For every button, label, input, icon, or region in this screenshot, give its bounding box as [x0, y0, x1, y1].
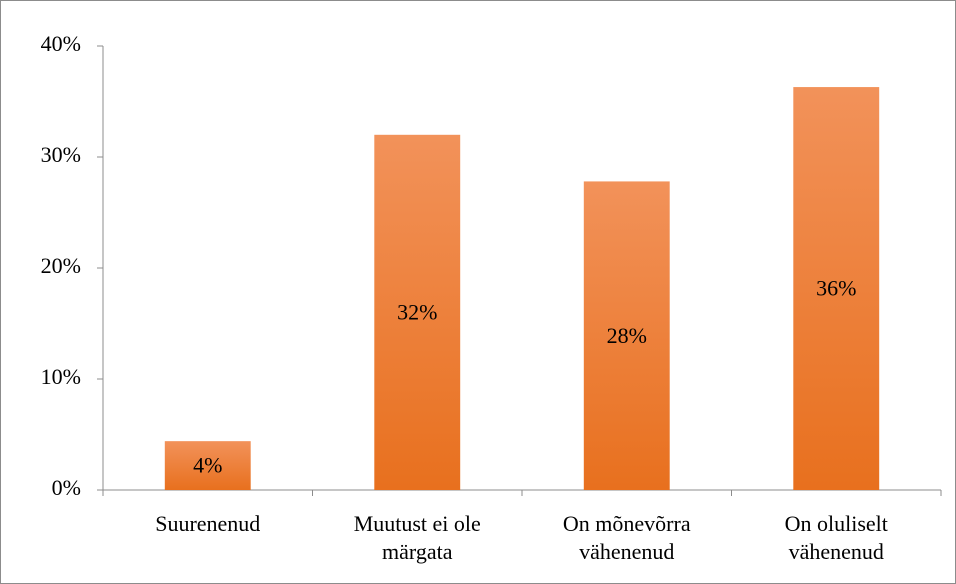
x-tick-label: On oluliselt vähenenud	[784, 511, 888, 564]
bar	[164, 441, 251, 490]
x-tick-label-box: Muutust ei ole märgata	[353, 511, 481, 564]
y-tick-label: 30%	[41, 142, 81, 167]
x-tick-label-box: Suurenenud	[155, 511, 261, 536]
x-tick-label: On mõnevõrra vähenenud	[562, 511, 691, 564]
y-tick-label: 20%	[41, 253, 81, 278]
data-label: 4%	[193, 453, 222, 478]
x-tick-label: Suurenenud	[155, 511, 261, 536]
data-label: 32%	[397, 299, 437, 324]
x-tick-label: Muutust ei ole märgata	[353, 511, 481, 564]
x-tick-label-box: On oluliselt vähenenud	[784, 511, 888, 564]
y-tick-label: 10%	[41, 364, 81, 389]
data-label: 28%	[607, 323, 647, 348]
bar	[793, 87, 880, 490]
y-tick-label: 0%	[52, 475, 81, 500]
y-tick-label: 40%	[41, 31, 81, 56]
data-label: 36%	[816, 276, 856, 301]
bar	[374, 134, 461, 491]
bar	[583, 181, 670, 491]
x-tick-label-box: On mõnevõrra vähenenud	[562, 511, 691, 564]
